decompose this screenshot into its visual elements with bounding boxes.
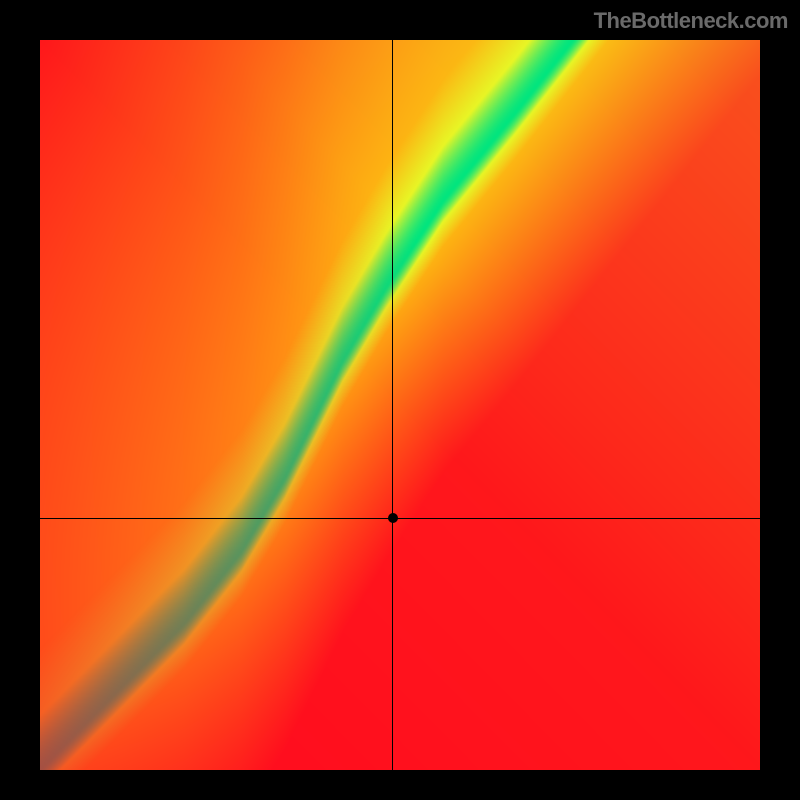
- crosshair-marker: [388, 513, 398, 523]
- chart-container: TheBottleneck.com: [0, 0, 800, 800]
- watermark-text: TheBottleneck.com: [594, 8, 788, 34]
- crosshair-vertical: [392, 40, 393, 770]
- plot-area: [40, 40, 760, 770]
- heatmap-canvas: [40, 40, 760, 770]
- crosshair-horizontal: [40, 518, 760, 519]
